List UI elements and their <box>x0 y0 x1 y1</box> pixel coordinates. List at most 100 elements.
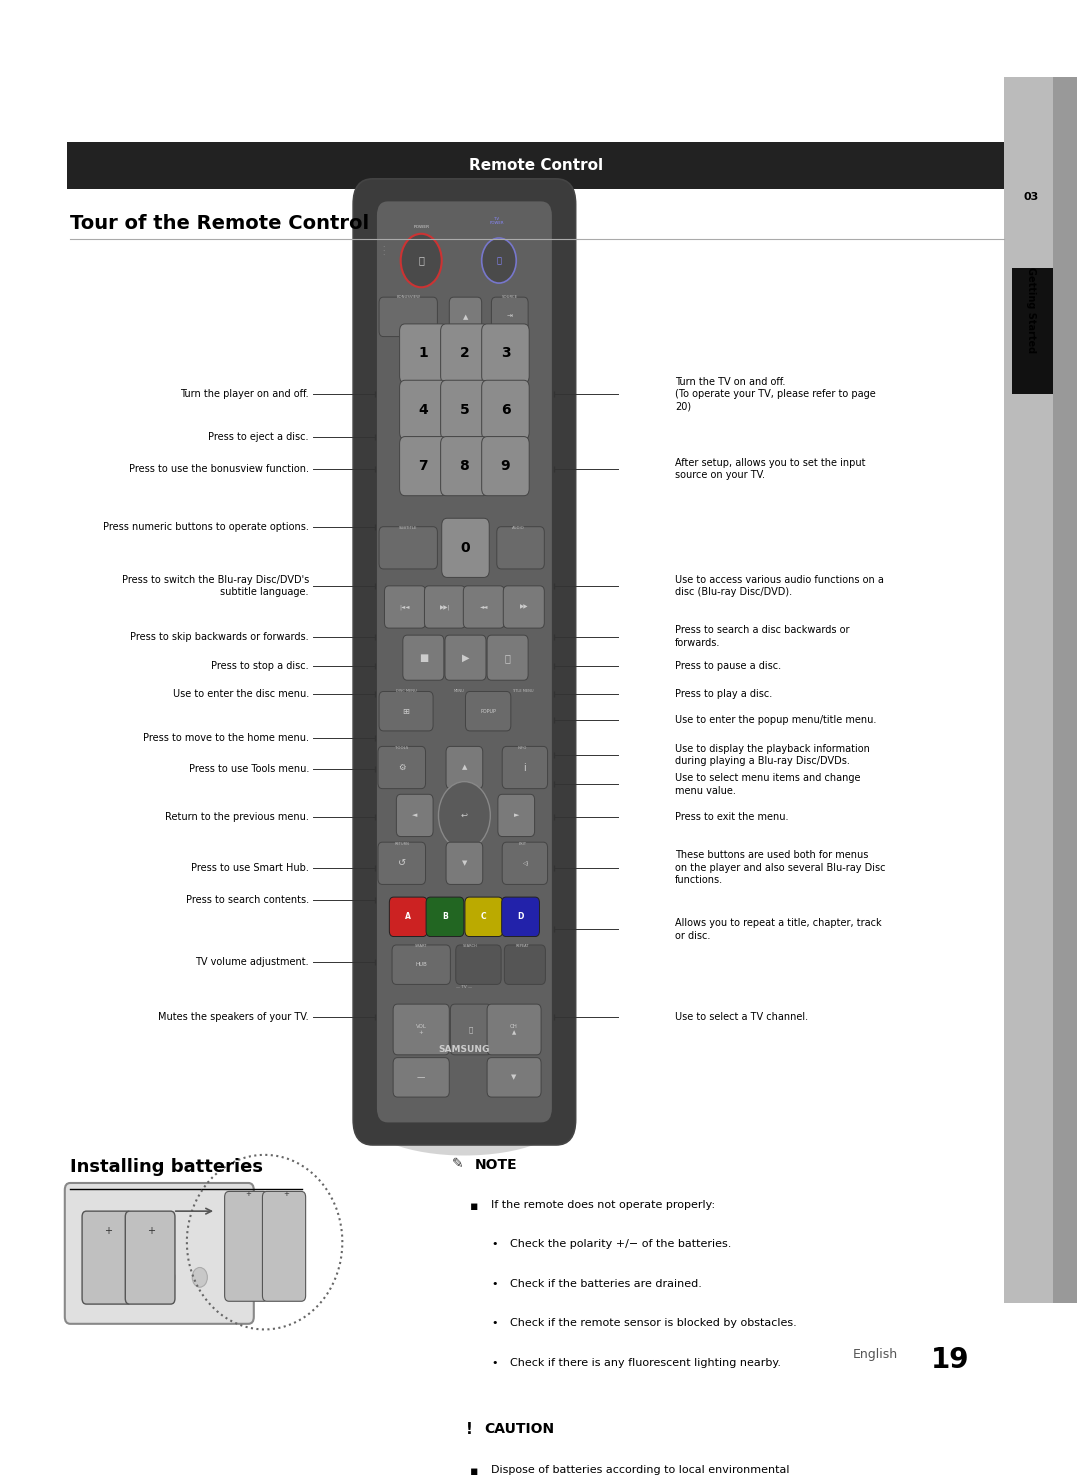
Text: Press to pause a disc.: Press to pause a disc. <box>675 662 781 671</box>
FancyBboxPatch shape <box>353 179 576 1145</box>
FancyBboxPatch shape <box>1012 267 1053 394</box>
Text: Check if there is any fluorescent lighting nearby.: Check if there is any fluorescent lighti… <box>510 1357 781 1368</box>
FancyBboxPatch shape <box>379 691 433 731</box>
Text: 2: 2 <box>459 347 470 360</box>
FancyBboxPatch shape <box>378 746 426 789</box>
Text: A: A <box>405 913 411 922</box>
Text: ■: ■ <box>419 653 428 663</box>
FancyBboxPatch shape <box>441 437 488 496</box>
FancyBboxPatch shape <box>1053 77 1077 1303</box>
FancyBboxPatch shape <box>400 323 447 383</box>
Text: ⇥: ⇥ <box>507 315 513 321</box>
FancyBboxPatch shape <box>225 1192 268 1301</box>
Text: Press to move to the home menu.: Press to move to the home menu. <box>143 733 309 743</box>
Text: TV
POWER: TV POWER <box>489 217 504 226</box>
Text: After setup, allows you to set the input
source on your TV.: After setup, allows you to set the input… <box>675 458 865 480</box>
Text: ◁): ◁) <box>522 861 528 866</box>
Text: ►: ► <box>514 812 518 818</box>
FancyBboxPatch shape <box>82 1211 132 1304</box>
Text: +: + <box>104 1226 112 1236</box>
Circle shape <box>401 233 442 288</box>
Text: Press to search contents.: Press to search contents. <box>186 895 309 905</box>
Text: Press to exit the menu.: Press to exit the menu. <box>675 812 788 821</box>
FancyBboxPatch shape <box>125 1211 175 1304</box>
Text: Press to use Tools menu.: Press to use Tools menu. <box>189 764 309 774</box>
FancyBboxPatch shape <box>403 635 444 681</box>
Text: +: + <box>245 1192 252 1198</box>
Text: ▶▶: ▶▶ <box>519 604 528 610</box>
FancyBboxPatch shape <box>482 323 529 383</box>
Text: If the remote does not operate properly:: If the remote does not operate properly: <box>491 1199 716 1210</box>
Text: ◄: ◄ <box>413 812 417 818</box>
Text: Press numeric buttons to operate options.: Press numeric buttons to operate options… <box>103 521 309 532</box>
Text: AUDIO: AUDIO <box>512 526 525 530</box>
Text: 8: 8 <box>459 459 470 473</box>
FancyBboxPatch shape <box>389 897 428 936</box>
FancyBboxPatch shape <box>384 586 426 628</box>
FancyBboxPatch shape <box>502 746 548 789</box>
Text: BONUSVIEW: BONUSVIEW <box>396 295 420 300</box>
Text: Press to use the bonusview function.: Press to use the bonusview function. <box>129 464 309 474</box>
Text: English: English <box>853 1349 899 1362</box>
Text: VOL
+: VOL + <box>416 1024 427 1035</box>
FancyBboxPatch shape <box>378 842 426 885</box>
FancyBboxPatch shape <box>441 380 488 439</box>
Text: 03: 03 <box>1023 192 1039 202</box>
Text: Check if the remote sensor is blocked by obstacles.: Check if the remote sensor is blocked by… <box>510 1317 797 1328</box>
FancyBboxPatch shape <box>377 201 552 1123</box>
Text: DISC MENU: DISC MENU <box>395 690 417 694</box>
Text: 1: 1 <box>418 347 429 360</box>
FancyBboxPatch shape <box>400 437 447 496</box>
Text: Press to eject a disc.: Press to eject a disc. <box>208 431 309 442</box>
FancyBboxPatch shape <box>498 795 535 836</box>
FancyBboxPatch shape <box>393 1058 449 1097</box>
Text: SAMSUNG: SAMSUNG <box>438 1044 490 1053</box>
Text: i: i <box>524 762 526 772</box>
Text: 5: 5 <box>459 403 470 417</box>
Text: B: B <box>442 913 448 922</box>
Text: Turn the TV on and off.
(To operate your TV, please refer to page
20): Turn the TV on and off. (To operate your… <box>675 377 876 412</box>
FancyBboxPatch shape <box>400 380 447 439</box>
Text: Press to stop a disc.: Press to stop a disc. <box>212 662 309 671</box>
Text: TV volume adjustment.: TV volume adjustment. <box>195 957 309 967</box>
Text: Remote Control: Remote Control <box>469 158 603 173</box>
Text: CH
▲: CH ▲ <box>510 1024 518 1035</box>
Text: ▼: ▼ <box>512 1074 516 1080</box>
Text: Installing batteries: Installing batteries <box>70 1158 264 1176</box>
Text: !: ! <box>465 1422 472 1437</box>
Text: Tour of the Remote Control: Tour of the Remote Control <box>70 214 369 233</box>
Text: Getting Started: Getting Started <box>1026 267 1036 353</box>
Text: Press to use Smart Hub.: Press to use Smart Hub. <box>191 863 309 873</box>
Text: Press to play a disc.: Press to play a disc. <box>675 690 772 699</box>
FancyBboxPatch shape <box>491 297 528 337</box>
Text: ↺: ↺ <box>397 858 406 868</box>
FancyBboxPatch shape <box>1004 77 1053 1303</box>
Text: ▲: ▲ <box>462 765 467 771</box>
Text: Use to access various audio functions on a
disc (Blu-ray Disc/DVD).: Use to access various audio functions on… <box>675 575 883 597</box>
FancyBboxPatch shape <box>464 897 503 936</box>
Text: C: C <box>481 913 487 922</box>
Text: ▼: ▼ <box>462 860 467 867</box>
Text: ✎: ✎ <box>451 1158 463 1171</box>
FancyBboxPatch shape <box>456 945 501 984</box>
FancyBboxPatch shape <box>446 746 483 789</box>
FancyBboxPatch shape <box>392 945 450 984</box>
Text: POPUP: POPUP <box>481 709 496 713</box>
FancyBboxPatch shape <box>463 586 504 628</box>
Text: 7: 7 <box>419 459 428 473</box>
FancyBboxPatch shape <box>450 1004 491 1055</box>
FancyBboxPatch shape <box>487 635 528 681</box>
Text: SOURCE: SOURCE <box>502 295 517 300</box>
Text: Allows you to repeat a title, chapter, track
or disc.: Allows you to repeat a title, chapter, t… <box>675 919 881 941</box>
Text: |◄◄: |◄◄ <box>400 604 410 610</box>
FancyBboxPatch shape <box>487 1004 541 1055</box>
Text: 6: 6 <box>501 403 510 417</box>
Text: Press to switch the Blu-ray Disc/DVD's
subtitle language.: Press to switch the Blu-ray Disc/DVD's s… <box>122 575 309 597</box>
Circle shape <box>438 781 490 849</box>
Text: ◄◄: ◄◄ <box>480 604 488 610</box>
FancyBboxPatch shape <box>442 518 489 578</box>
Text: 4: 4 <box>418 403 429 417</box>
Text: Use to select menu items and change
menu value.: Use to select menu items and change menu… <box>675 774 861 796</box>
Text: •: • <box>491 1239 498 1250</box>
Text: Mutes the speakers of your TV.: Mutes the speakers of your TV. <box>159 1012 309 1022</box>
